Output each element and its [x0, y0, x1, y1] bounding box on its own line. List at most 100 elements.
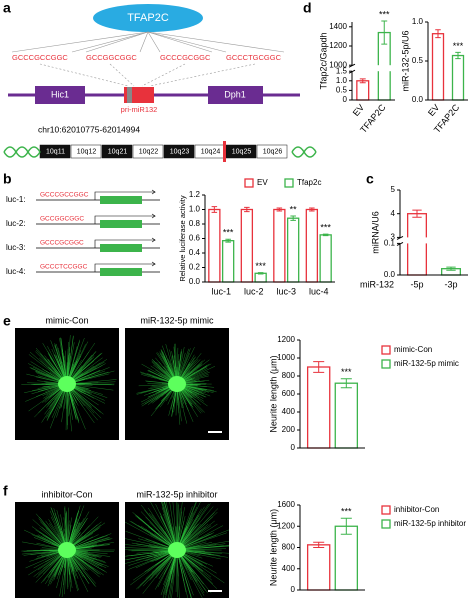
- neurite: [171, 549, 178, 599]
- y-tick-label: 0.5: [412, 56, 424, 65]
- y-tick-label: 0.4: [189, 248, 201, 257]
- error-bar: [276, 207, 283, 212]
- y-tick-label: 800: [282, 371, 296, 380]
- construct-name: luc-2:: [6, 219, 26, 228]
- dna-helix: [291, 146, 317, 158]
- y-axis-label: miRNA/U6: [370, 211, 380, 254]
- x-tick-label: luc-3: [276, 286, 296, 296]
- y-tick-label: 200: [282, 425, 296, 434]
- locus: chr10:62010775-62014994: [38, 124, 140, 134]
- x-tick-label: EV: [351, 102, 366, 118]
- legend-label: Tfap2c: [297, 178, 321, 187]
- bar: [406, 213, 427, 276]
- y-axis-label: miR-132-5p/U6: [400, 30, 410, 91]
- legend-swatch: [284, 178, 294, 188]
- bar: [286, 217, 300, 283]
- error-bar: [309, 207, 315, 212]
- neurite: [164, 501, 178, 551]
- neurite: [66, 335, 71, 385]
- band-label: 10q22: [139, 148, 159, 155]
- construct-name: luc-3:: [6, 243, 26, 252]
- error-bar: [225, 238, 231, 243]
- soma: [168, 376, 186, 392]
- y-tick-label: 0.0: [384, 270, 396, 279]
- y-tick-label: 0: [291, 443, 296, 452]
- x-tick-label: -5p: [410, 279, 423, 289]
- y-tick-label: 400: [282, 407, 296, 416]
- significance: ***: [379, 9, 390, 19]
- neurite: [132, 512, 178, 551]
- site-seq: GCCCGCCGGC: [12, 53, 68, 62]
- y-tick-label: 0.8: [189, 219, 201, 228]
- construct-seq: GCCGGCGGC: [40, 216, 84, 223]
- bar: [306, 544, 331, 591]
- band-label: 10q12: [77, 148, 97, 155]
- panel-label: a: [3, 0, 11, 16]
- error-bar: [313, 361, 325, 373]
- legend-label: inhibitor-Con: [394, 505, 439, 514]
- significance: ***: [320, 223, 331, 233]
- construct-seq: GCCCTCCGGC: [40, 264, 88, 271]
- significance: ***: [341, 367, 352, 377]
- y-tick-label: 1200: [277, 335, 295, 344]
- construct-seq: GCCCGCCGGC: [40, 192, 89, 199]
- neurite: [125, 530, 178, 551]
- image-label: mimic-Con: [45, 315, 88, 325]
- y-tick-label: 0.6: [189, 234, 201, 243]
- significance: ***: [255, 261, 266, 271]
- y-tick-label: 1.0: [412, 17, 424, 26]
- legend-swatch: [244, 178, 254, 188]
- y-tick-label: 1.2: [189, 190, 201, 199]
- construct-seq: GCCCGCGGC: [40, 240, 84, 247]
- constructs: luc-1: GCCCGCCGGC luc-2: GCCGGCGGC luc-3: GCC…: [6, 189, 160, 276]
- site-seq: GCCCTGCGGC: [226, 53, 282, 62]
- y-tick-label: 3: [391, 233, 396, 242]
- y-tick-label: 1000: [277, 353, 295, 362]
- error-bar: [381, 20, 388, 45]
- bar: [431, 33, 445, 101]
- y-tick-label: 0.0: [189, 277, 201, 286]
- panel-a: TFAP2C GCCCGCCGGC GCCGGCGGC GCCCGCGGC GC…: [3, 4, 317, 162]
- y-tick-label: 5: [391, 185, 396, 194]
- bar: [254, 272, 267, 283]
- dna-helix: [3, 146, 41, 158]
- y-tick-label: 4: [391, 209, 396, 218]
- axis-break: [400, 237, 469, 244]
- panel-label: b: [3, 171, 12, 187]
- neurite: [124, 521, 178, 551]
- neurite: [176, 512, 215, 551]
- legend-label: EV: [257, 178, 268, 187]
- error-bar: [340, 517, 352, 535]
- y-axis-label: Relative luciferase activity: [178, 195, 187, 282]
- reporter: [100, 268, 142, 276]
- image-label: inhibitor-Con: [41, 489, 92, 499]
- y-tick-label: 0.2: [189, 263, 201, 272]
- axis-break: [352, 65, 396, 72]
- y-tick-label: 1200: [329, 41, 347, 50]
- x-tick-label: luc-1: [211, 286, 231, 296]
- band-label: 10q21: [108, 148, 128, 155]
- neurite: [176, 549, 192, 599]
- neurite: [172, 501, 178, 551]
- gene-stripe: [127, 87, 132, 103]
- neurite: [140, 504, 178, 551]
- promoter-arrow: [94, 189, 156, 200]
- band-label: 10q24: [201, 148, 221, 155]
- reporter: [100, 196, 142, 204]
- bar: [273, 208, 286, 283]
- factor-ellipse: [93, 4, 203, 32]
- neurite: [150, 501, 178, 551]
- gene-label: pri-miR132: [121, 105, 158, 114]
- connectors: [11, 31, 285, 53]
- error-bar: [322, 233, 329, 237]
- error-bar: [313, 541, 325, 548]
- legend-label: miR-132-5p inhibitor: [394, 519, 466, 528]
- neurite: [142, 549, 178, 594]
- x-group-label: miR-132: [360, 279, 394, 289]
- significance: ***: [341, 507, 352, 517]
- x-tick-label: luc-4: [309, 286, 329, 296]
- gene-box: [208, 86, 263, 104]
- y-tick-label: 1.5: [336, 66, 348, 75]
- panel-label: f: [3, 483, 8, 499]
- gene-label: Dph1: [224, 89, 246, 99]
